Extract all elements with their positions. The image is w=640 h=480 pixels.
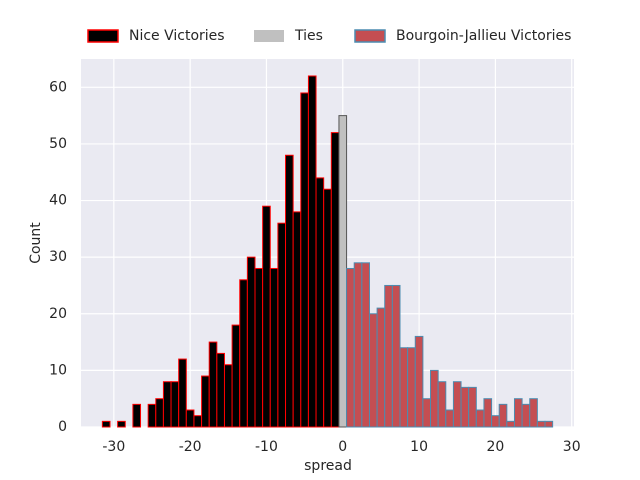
legend-swatch: [87, 29, 119, 43]
bar: [178, 358, 187, 428]
bar: [529, 398, 538, 428]
bar: [292, 211, 302, 428]
bar: [277, 222, 287, 428]
bar: [407, 347, 416, 428]
bar: [117, 420, 126, 428]
bar: [170, 381, 180, 428]
bar: [254, 267, 264, 428]
x-tick-label: -10: [255, 439, 278, 455]
y-tick-label: 50: [49, 136, 67, 152]
bar: [323, 188, 332, 428]
bar: [513, 398, 523, 428]
x-tick-label: 20: [486, 439, 504, 455]
x-tick-label: 0: [338, 439, 347, 455]
x-tick-label: 30: [563, 439, 581, 455]
bar: [475, 409, 485, 428]
bar: [246, 256, 256, 428]
bar: [262, 205, 271, 428]
y-tick-label: 10: [49, 362, 67, 378]
bar: [346, 267, 355, 428]
bar: [368, 313, 378, 428]
bar: [399, 347, 409, 428]
y-tick-label: 30: [49, 249, 67, 265]
legend-swatch: [354, 29, 386, 43]
y-tick-label: 40: [49, 193, 67, 209]
bar: [376, 307, 386, 428]
legend-swatch: [254, 30, 284, 42]
y-tick-label: 60: [49, 79, 67, 95]
bar: [132, 403, 142, 428]
bar: [162, 381, 172, 428]
bar: [391, 284, 401, 428]
y-tick-label: 20: [49, 306, 67, 322]
bar: [208, 341, 218, 428]
bar: [231, 324, 241, 428]
x-tick-label: -20: [179, 439, 202, 455]
bar: [193, 415, 203, 428]
y-axis-label: Count: [28, 222, 44, 264]
bar: [285, 154, 294, 428]
bar: [201, 375, 210, 428]
bar: [185, 409, 195, 428]
bar: [384, 284, 393, 428]
bar: [445, 409, 454, 428]
bar: [353, 262, 363, 428]
bar: [483, 398, 493, 428]
bar: [315, 177, 325, 428]
bar: [330, 132, 340, 428]
bar: [269, 267, 279, 428]
bar: [544, 420, 554, 428]
x-tick-label: 10: [410, 439, 428, 455]
bar: [491, 415, 500, 428]
bar: [361, 262, 370, 428]
bar: [147, 403, 157, 428]
bar: [307, 75, 317, 428]
bar: [155, 398, 164, 428]
bar: [239, 279, 248, 428]
bar: [521, 403, 531, 428]
bar: [536, 420, 546, 428]
bar: [216, 352, 225, 428]
legend-label: Nice Victories: [129, 28, 225, 44]
bar: [338, 115, 348, 428]
bar: [460, 386, 470, 428]
bar: [422, 398, 432, 428]
bar: [223, 364, 233, 428]
bar: [506, 420, 515, 428]
bar: [437, 381, 447, 428]
bar: [430, 369, 439, 428]
x-axis-label: spread: [304, 458, 352, 474]
y-tick-label: 0: [58, 419, 67, 435]
legend-label: Bourgoin-Jallieu Victories: [396, 28, 571, 44]
x-tick-label: -30: [102, 439, 125, 455]
legend-label: Ties: [294, 28, 323, 44]
bar: [101, 420, 111, 428]
bar: [452, 381, 462, 428]
bar: [300, 92, 309, 428]
bar: [414, 335, 424, 428]
bar: [468, 386, 477, 428]
bar: [498, 403, 508, 428]
